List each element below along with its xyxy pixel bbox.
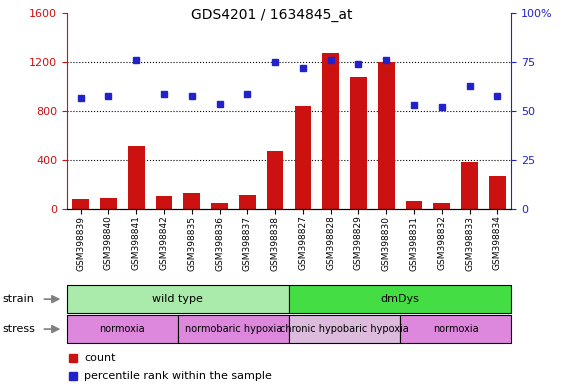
Bar	[239, 195, 256, 209]
Bar	[350, 77, 367, 209]
Text: chronic hypobaric hypoxia: chronic hypobaric hypoxia	[280, 324, 409, 334]
Bar	[267, 151, 284, 209]
Bar	[67, 285, 289, 313]
Bar	[406, 201, 422, 209]
Bar	[128, 146, 145, 209]
Text: normobaric hypoxia: normobaric hypoxia	[185, 324, 282, 334]
Text: normoxia: normoxia	[99, 324, 145, 334]
Bar	[67, 315, 178, 343]
Bar	[322, 53, 339, 209]
Bar	[184, 194, 200, 209]
Bar	[73, 200, 89, 209]
Bar	[100, 198, 117, 209]
Bar	[211, 202, 228, 209]
Text: count: count	[84, 353, 116, 363]
Bar	[289, 285, 511, 313]
Bar	[378, 62, 394, 209]
Bar	[178, 315, 289, 343]
Text: GDS4201 / 1634845_at: GDS4201 / 1634845_at	[191, 8, 352, 22]
Text: normoxia: normoxia	[433, 324, 479, 334]
Bar	[289, 315, 400, 343]
Text: strain: strain	[3, 294, 35, 304]
Text: wild type: wild type	[152, 294, 203, 304]
Text: stress: stress	[3, 324, 36, 334]
Text: percentile rank within the sample: percentile rank within the sample	[84, 371, 272, 381]
Bar	[433, 202, 450, 209]
Bar	[400, 315, 511, 343]
Bar	[295, 106, 311, 209]
Text: dmDys: dmDys	[381, 294, 419, 304]
Bar	[489, 176, 505, 209]
Bar	[461, 162, 478, 209]
Bar	[156, 196, 173, 209]
